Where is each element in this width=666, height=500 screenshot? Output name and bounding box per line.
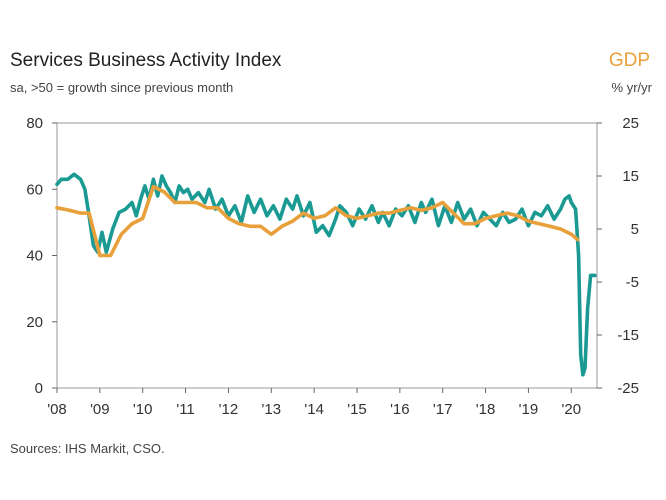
right-tick-label: 5 [631, 221, 639, 238]
left-tick-label: 80 [26, 115, 43, 132]
x-tick-label: '20 [562, 401, 582, 418]
right-axis-title: GDP [608, 50, 650, 71]
x-tick-label: '09 [90, 401, 110, 418]
left-tick-label: 60 [26, 181, 43, 198]
left-tick-label: 20 [26, 314, 43, 331]
left-y-axis: 0 20 40 60 80 [26, 115, 57, 397]
x-tick-label: '16 [390, 401, 410, 418]
right-tick-label: -15 [617, 327, 639, 344]
series-group [55, 172, 597, 377]
plot-border [56, 122, 598, 389]
right-axis-unit: % yr/yr [611, 80, 652, 95]
x-tick-label: '15 [347, 401, 367, 418]
x-tick-label: '17 [433, 401, 453, 418]
x-tick-label: '18 [476, 401, 496, 418]
x-tick-label: '13 [262, 401, 282, 418]
right-y-axis: -25 -15 -5 5 15 25 [597, 115, 639, 397]
x-tick-label: '12 [219, 401, 239, 418]
left-tick-label: 40 [26, 248, 43, 265]
right-tick-label: -25 [617, 380, 639, 397]
gdp-line [55, 184, 580, 258]
left-tick-label: 0 [35, 380, 43, 397]
x-tick-label: '10 [133, 401, 153, 418]
chart-title: Services Business Activity Index [10, 50, 282, 71]
right-tick-label: 25 [622, 115, 639, 132]
right-tick-label: -5 [626, 274, 639, 291]
x-tick-label: '11 [176, 401, 194, 418]
plot-frame [56, 122, 598, 389]
x-axis: '08 '09 '10 '11 '12 '13 '14 '15 '16 '17 '18 '19 '20 [47, 388, 581, 418]
x-tick-label: '08 [47, 401, 67, 418]
chart-subtitle: sa, >50 = growth since previous month [10, 80, 234, 95]
services-index-line [55, 172, 597, 377]
right-tick-label: 15 [622, 168, 639, 185]
x-tick-label: '19 [519, 401, 539, 418]
source-note: Sources: IHS Markit, CSO. [10, 441, 165, 456]
x-tick-label: '14 [304, 401, 324, 418]
